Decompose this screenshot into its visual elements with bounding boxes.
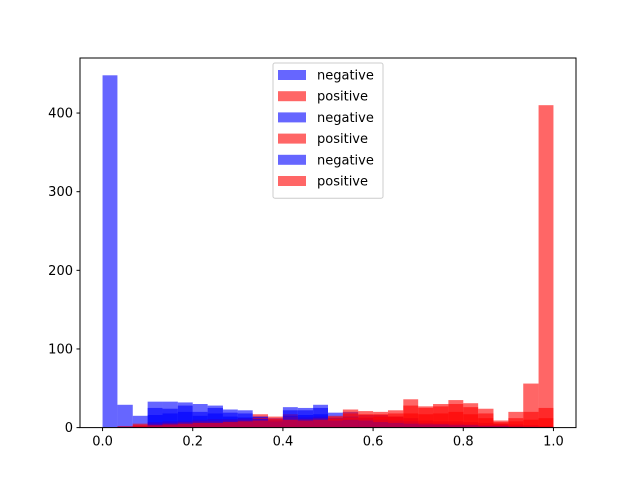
histogram-bar [328,418,343,428]
legend-label: negative [317,69,374,84]
histogram-bar [132,426,148,428]
histogram-bar [147,425,163,428]
legend-label: positive [317,90,368,105]
y-tick-label: 0 [65,421,73,436]
legend-label: positive [317,175,368,190]
legend-entry: positive [278,175,368,190]
legend-label: negative [317,111,374,126]
histogram-bar [147,415,163,428]
histogram-bar [523,419,539,428]
histogram-bar [268,420,283,428]
histogram-bar [132,415,148,428]
x-tick-label: 1.0 [543,435,564,450]
legend-entry: negative [278,111,374,126]
legend-swatch [278,70,306,80]
histogram-bar [222,416,238,428]
histogram-bar [282,419,298,428]
histogram-bar [177,411,193,428]
histogram-bar [117,404,133,428]
histogram-bar [448,411,464,428]
histogram-bar [102,75,118,428]
y-tick-label: 100 [48,342,73,357]
legend-swatch [278,133,306,144]
histogram-bars [102,75,554,428]
x-axis-ticks: 0.0 0.2 0.4 0.6 0.8 1.0 [92,427,564,450]
legend-swatch [278,176,306,186]
x-tick-label: 0.2 [182,435,203,450]
y-axis-ticks: 0 100 200 300 400 [48,107,80,436]
x-tick-label: 0.0 [92,435,113,450]
histogram-bar [508,421,524,428]
histogram-bar [207,422,223,428]
x-tick-label: 0.4 [273,435,294,450]
histogram-bar [192,422,208,428]
histogram-bar [313,419,328,428]
legend-label: negative [317,153,374,168]
legend-swatch [278,112,306,123]
histogram-bar [433,413,449,428]
histogram-bar [252,420,269,428]
histogram-bar [297,420,314,428]
histogram-bar [463,414,479,428]
histogram-bar [478,418,494,428]
histogram-bar [237,421,253,428]
legend-entry: positive [278,132,368,147]
histogram-bar [387,416,404,428]
legend-label: positive [317,132,368,147]
legend-swatch [278,91,306,102]
x-tick-label: 0.6 [363,435,384,450]
histogram-bar [342,417,359,428]
histogram-bar [373,416,388,428]
axes-frame [79,57,577,429]
histogram-bar [538,418,554,428]
legend: negative positive negative positive negative… [272,62,384,199]
histogram-bar [358,417,374,428]
histogram-bar [222,422,238,428]
histogram-bar [403,413,419,428]
legend-entry: negative [278,69,374,84]
series-5-positive [132,411,554,428]
histogram-bar [162,413,178,428]
histogram-bar [162,424,178,428]
legend-swatch [278,154,306,165]
legend-entry: negative [278,153,374,168]
histogram-bar [177,423,193,428]
y-tick-label: 400 [48,107,73,122]
y-tick-label: 200 [48,264,73,279]
histogram-bar [192,415,208,428]
legend-entry: positive [278,90,368,105]
y-tick-label: 300 [48,185,73,200]
histogram-bar [418,414,434,428]
x-tick-label: 0.8 [453,435,474,450]
histogram-bar [538,105,554,428]
histogram-bar [493,423,509,428]
